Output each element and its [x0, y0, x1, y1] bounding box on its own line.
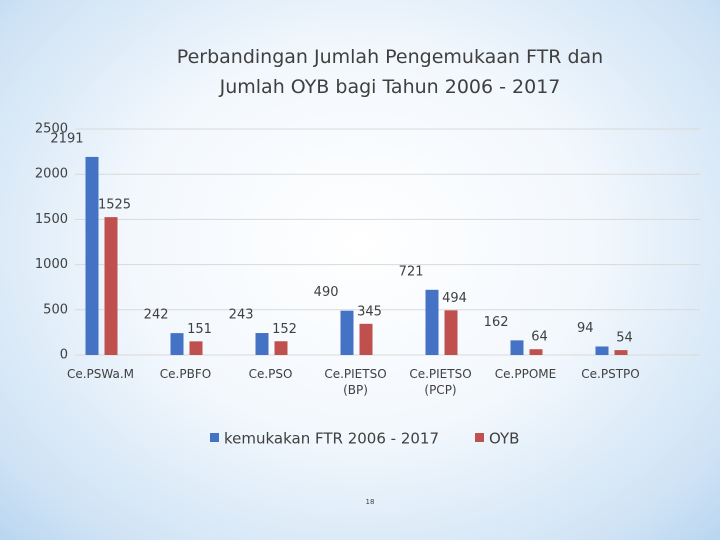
data-label: 152 — [272, 322, 297, 337]
x-tick-label: Ce.PSWa.M — [66, 367, 135, 381]
bar — [170, 333, 184, 355]
y-tick-label: 2000 — [35, 167, 68, 182]
legend-swatch — [475, 433, 484, 442]
y-tick-label: 500 — [43, 302, 68, 317]
y-tick-label: 2500 — [35, 122, 68, 137]
bar — [595, 346, 609, 355]
x-tick-label: Ce.PPOME — [494, 367, 557, 381]
data-label: 494 — [442, 291, 467, 306]
bar — [189, 341, 203, 355]
bar — [614, 350, 628, 355]
data-label: 151 — [187, 322, 212, 337]
data-label: 162 — [484, 315, 509, 330]
chart-title: Jumlah OYB bagi Tahun 2006 - 2017 — [219, 76, 561, 98]
x-tick-label: Ce.PSTPO — [581, 367, 640, 381]
legend-swatch — [210, 433, 219, 442]
bar — [340, 310, 354, 355]
data-label: 243 — [229, 308, 254, 323]
x-tick-label: Ce.PBFO — [159, 367, 212, 381]
data-label: 64 — [531, 330, 548, 345]
legend-label: OYB — [489, 430, 519, 448]
bar — [85, 156, 99, 355]
legend-label: kemukakan FTR 2006 - 2017 — [224, 430, 439, 448]
x-tick-label: Ce.PIETSO (BP) — [324, 367, 387, 397]
data-label: 2191 — [50, 131, 83, 146]
data-label: 94 — [577, 321, 594, 336]
page-number: 18 — [366, 498, 375, 506]
bar — [425, 289, 439, 355]
data-label: 721 — [399, 264, 424, 279]
bar — [104, 217, 118, 355]
data-label: 242 — [144, 308, 169, 323]
bar — [510, 340, 524, 355]
data-label: 1525 — [98, 198, 131, 213]
y-tick-label: 1500 — [35, 212, 68, 227]
chart-title: Perbandingan Jumlah Pengemukaan FTR dan — [176, 46, 604, 68]
bar — [274, 341, 288, 355]
data-label: 345 — [357, 304, 382, 319]
y-tick-label: 1000 — [35, 257, 68, 272]
data-label: 490 — [314, 285, 339, 300]
bar — [444, 310, 458, 355]
bar — [359, 323, 373, 355]
x-tick-label: Ce.PIETSO (PCP) — [409, 367, 472, 397]
bar — [529, 349, 543, 355]
bar — [255, 333, 269, 355]
data-label: 54 — [616, 331, 633, 346]
x-tick-label: Ce.PSO — [248, 367, 293, 381]
y-tick-label: 0 — [60, 348, 68, 363]
